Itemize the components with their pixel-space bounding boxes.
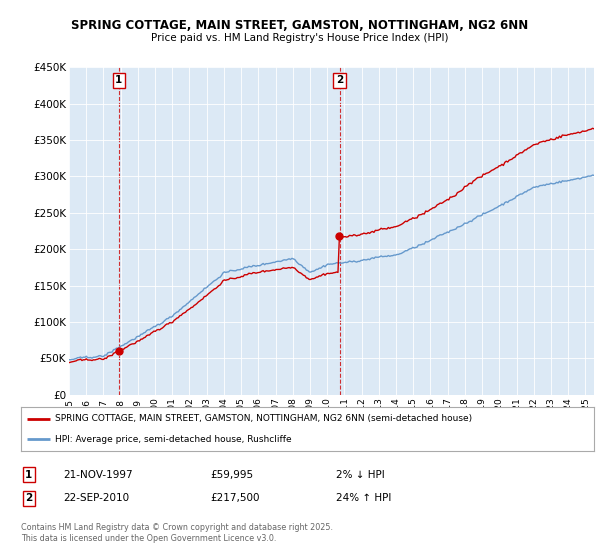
Text: £217,500: £217,500 bbox=[210, 493, 260, 503]
Text: 2: 2 bbox=[25, 493, 32, 503]
Text: 2% ↓ HPI: 2% ↓ HPI bbox=[336, 470, 385, 480]
Text: 22-SEP-2010: 22-SEP-2010 bbox=[63, 493, 129, 503]
Text: Price paid vs. HM Land Registry's House Price Index (HPI): Price paid vs. HM Land Registry's House … bbox=[151, 33, 449, 43]
Text: SPRING COTTAGE, MAIN STREET, GAMSTON, NOTTINGHAM, NG2 6NN (semi-detached house): SPRING COTTAGE, MAIN STREET, GAMSTON, NO… bbox=[55, 414, 473, 423]
Text: £59,995: £59,995 bbox=[210, 470, 253, 480]
Text: 1: 1 bbox=[115, 75, 122, 85]
Text: HPI: Average price, semi-detached house, Rushcliffe: HPI: Average price, semi-detached house,… bbox=[55, 435, 292, 444]
Text: 2: 2 bbox=[336, 75, 343, 85]
Text: Contains HM Land Registry data © Crown copyright and database right 2025.
This d: Contains HM Land Registry data © Crown c… bbox=[21, 524, 333, 543]
Text: 21-NOV-1997: 21-NOV-1997 bbox=[63, 470, 133, 480]
Text: 24% ↑ HPI: 24% ↑ HPI bbox=[336, 493, 391, 503]
Text: SPRING COTTAGE, MAIN STREET, GAMSTON, NOTTINGHAM, NG2 6NN: SPRING COTTAGE, MAIN STREET, GAMSTON, NO… bbox=[71, 18, 529, 32]
Text: 1: 1 bbox=[25, 470, 32, 480]
